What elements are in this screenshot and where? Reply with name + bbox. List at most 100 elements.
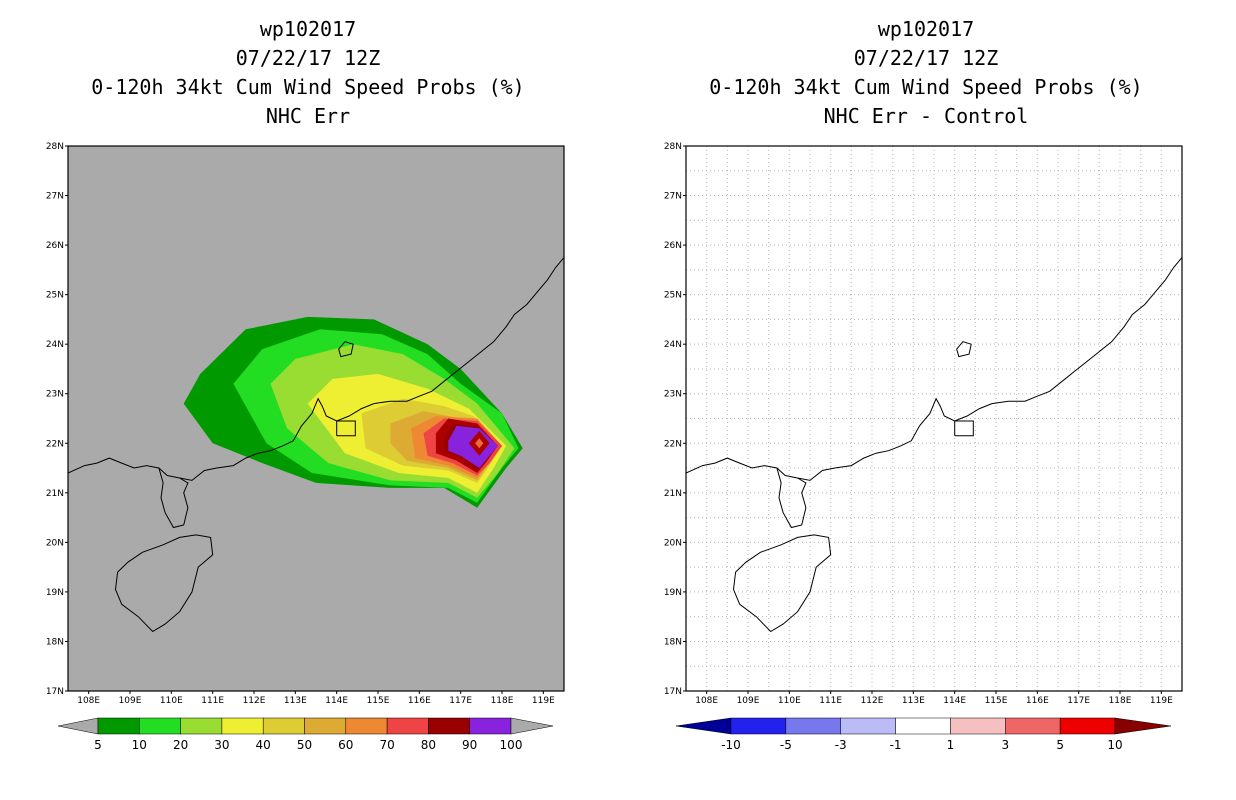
colorbar-label: 60 [338,738,353,752]
coastline-mainland [686,257,1182,481]
colorbar-swatch [950,717,1006,735]
colorbar-label: 70 [379,738,394,752]
y-tick-label: 25N [664,291,682,301]
x-tick-label: 116E [1026,696,1049,706]
x-tick-label: 119E [532,696,555,706]
map-layer [68,257,564,633]
y-tick-label: 28N [46,142,64,152]
y-tick-label: 22N [46,439,64,449]
y-tick-label: 17N [664,687,682,697]
y-tick-label: 21N [664,489,682,499]
colorbar-label: 10 [1107,738,1122,752]
colorbar-arrow-left [57,717,99,735]
colorbar-label: 90 [462,738,477,752]
left-datetime: 07/22/17 12Z [235,46,381,70]
colorbar-label: -1 [890,738,902,752]
x-tick-label: 115E [367,696,390,706]
y-tick-label: 28N [664,142,682,152]
right-chart-subtitle: NHC Err - Control [823,104,1029,128]
coastline-estuary-box [336,420,356,437]
colorbar-label: 5 [94,738,102,752]
x-tick-label: 114E [325,696,348,706]
colorbar-label: -5 [780,738,792,752]
colorbar-swatch [386,717,429,735]
right-colorbar: -10 -5 -3 -1 1 3 5 10 [675,717,1172,752]
left-panel: 17N 18N 19N 20N 21N 22N 23N 24N 25N 26N 27N 28N 108E… [46,142,565,706]
x-tick-label: 112E [243,696,266,706]
x-tick-label: 115E [985,696,1008,706]
coastline-island [338,341,354,358]
y-tick-label: 26N [46,241,64,251]
x-tick-label: 117E [449,696,472,706]
x-tick-label: 110E [778,696,801,706]
colorbar-swatch [180,717,223,735]
y-tick-label: 27N [46,192,64,202]
x-tick-label: 108E [695,696,718,706]
y-tick-label: 18N [46,637,64,647]
coastline-leizhou [776,467,807,529]
y-tick-label: 24N [46,340,64,350]
colorbar-arrow-left [675,717,732,735]
x-tick-label: 116E [408,696,431,706]
colorbar-label: -3 [835,738,847,752]
right-title-block: wp102017 07/22/17 12Z 0-120h 34kt Cum Wi… [676,15,1176,131]
colorbar-arrow-right [510,717,554,735]
x-tick-label: 110E [160,696,183,706]
x-tick-label: 117E [1067,696,1090,706]
x-tick-label: 119E [1150,696,1173,706]
prob-contour-max-center [475,438,484,449]
colorbar-swatch [304,717,347,735]
colorbar-label: 80 [421,738,436,752]
coastline-hainan [732,534,832,633]
coastline-mainland [68,257,564,481]
colorbar-swatch [97,717,140,735]
x-tick-label: 118E [1109,696,1132,706]
x-tick-label: 109E [737,696,760,706]
colorbar-label: 30 [214,738,229,752]
colorbar-swatch [139,717,181,735]
right-panel: 17N 18N 19N 20N 21N 22N 23N 24N 25N 26N 27N 28N 108E… [664,142,1183,706]
map-layer [686,146,1182,691]
colorbar-swatch [262,717,305,735]
colorbar-swatch [345,717,388,735]
x-tick-label: 111E [819,696,842,706]
coastline-hainan [114,534,214,633]
y-tick-label: 20N [46,538,64,548]
colorbar-swatch [221,717,264,735]
coastline-estuary-box [954,420,974,437]
colorbar-swatch [428,717,470,735]
coastline-island [956,341,972,358]
colorbar-swatch [840,717,896,735]
colorbar-label: 1 [947,738,955,752]
x-tick-label: 108E [77,696,100,706]
colorbar-arrow-right [1114,717,1172,735]
y-tick-label: 23N [46,390,64,400]
x-tick-label: 118E [491,696,514,706]
colorbar-swatch [469,717,512,735]
colorbar-label: -10 [721,738,741,752]
left-chart-title: 0-120h 34kt Cum Wind Speed Probs (%) [91,75,525,99]
y-tick-label: 20N [664,538,682,548]
y-tick-label: 25N [46,291,64,301]
y-tick-label: 24N [664,340,682,350]
colorbar-swatch [1059,717,1116,735]
colorbar-label: 10 [132,738,147,752]
colorbar-label: 3 [1001,738,1009,752]
y-tick-label: 27N [664,192,682,202]
y-tick-label: 18N [664,637,682,647]
colorbar-swatch [1005,717,1061,735]
left-chart-subtitle: NHC Err [265,104,351,128]
right-storm-id: wp102017 [877,17,975,41]
colorbar-swatch [730,717,787,735]
y-tick-label: 17N [46,687,64,697]
y-tick-label: 23N [664,390,682,400]
x-tick-label: 113E [284,696,307,706]
x-tick-label: 109E [119,696,142,706]
y-tick-label: 22N [664,439,682,449]
colorbar-swatch [785,717,841,735]
x-tick-label: 114E [943,696,966,706]
coastline-leizhou [158,467,189,529]
colorbar-swatch [895,717,951,735]
colorbar-label: 5 [1056,738,1064,752]
